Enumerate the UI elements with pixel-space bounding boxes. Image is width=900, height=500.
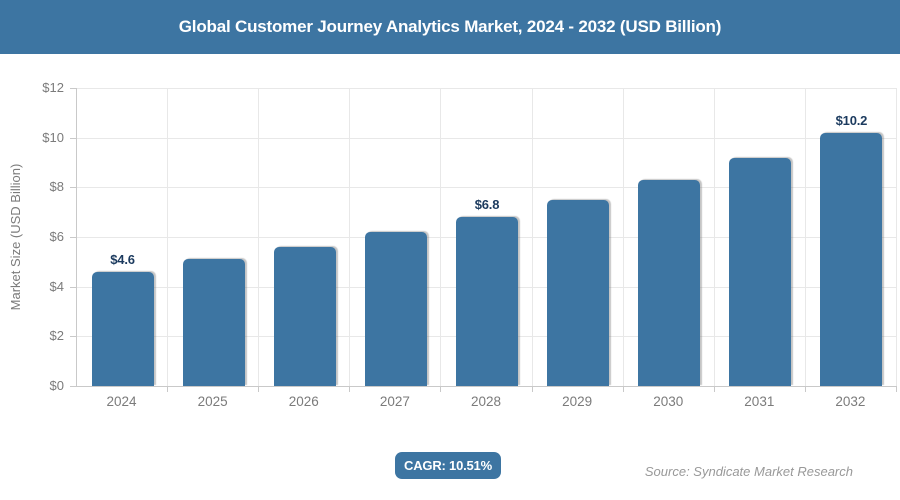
y-tick-mark-8 bbox=[70, 187, 76, 189]
x-tick-label-2026: 2026 bbox=[288, 394, 319, 409]
x-tick-mark-6 bbox=[622, 387, 624, 392]
gridline-horizontal-12 bbox=[77, 88, 897, 89]
bar-2025 bbox=[182, 259, 245, 386]
chart-title-bar: Global Customer Journey Analytics Market… bbox=[0, 0, 900, 54]
gridline-vertical-4 bbox=[440, 88, 442, 386]
gridline-vertical-5 bbox=[531, 88, 533, 386]
bar-value-label-2032: $10.2 bbox=[835, 112, 868, 128]
y-tick-mark-10 bbox=[70, 137, 76, 139]
x-tick-mark-9 bbox=[896, 387, 897, 392]
bar-2032 bbox=[820, 132, 883, 386]
y-tick-label-8: $8 bbox=[49, 179, 64, 195]
y-tick-label-6: $6 bbox=[49, 229, 64, 244]
chart-title: Global Customer Journey Analytics Market… bbox=[178, 17, 722, 36]
y-tick-label-4: $4 bbox=[49, 278, 64, 294]
y-tick-label-12: $12 bbox=[42, 80, 64, 95]
x-tick-mark-5 bbox=[531, 387, 533, 392]
y-tick-mark-6 bbox=[70, 237, 76, 238]
x-tick-label-2025: 2025 bbox=[197, 394, 228, 409]
source-text: Source: Syndicate Market Research bbox=[644, 464, 853, 479]
y-tick-mark-12 bbox=[70, 88, 76, 89]
bar-2024 bbox=[91, 271, 154, 386]
x-tick-mark-3 bbox=[349, 387, 351, 392]
bar-2031 bbox=[729, 157, 792, 386]
bar-2029 bbox=[547, 199, 610, 386]
y-tick-mark-4 bbox=[70, 286, 76, 288]
x-tick-mark-8 bbox=[804, 387, 806, 392]
gridline-vertical-2 bbox=[258, 88, 260, 386]
y-tick-label-2: $2 bbox=[49, 328, 64, 344]
y-tick-label-10: $10 bbox=[42, 129, 64, 145]
gridline-vertical-8 bbox=[804, 88, 806, 386]
x-tick-label-2027: 2027 bbox=[379, 394, 410, 409]
x-tick-label-2030: 2030 bbox=[653, 394, 684, 409]
gridline-vertical-9 bbox=[896, 88, 897, 386]
bar-2030 bbox=[638, 179, 701, 386]
gridline-horizontal-10 bbox=[77, 137, 897, 139]
gridline-vertical-1 bbox=[167, 88, 169, 386]
x-tick-label-2024: 2024 bbox=[106, 394, 137, 409]
gridline-vertical-3 bbox=[349, 88, 351, 386]
cagr-badge: CAGR: 10.51% bbox=[395, 452, 501, 479]
x-tick-label-2028: 2028 bbox=[470, 394, 502, 409]
bar-value-label-2024: $4.6 bbox=[110, 251, 135, 267]
x-tick-label-2032: 2032 bbox=[835, 394, 866, 409]
y-tick-mark-0 bbox=[70, 386, 76, 387]
x-tick-mark-4 bbox=[440, 387, 442, 392]
gridline-horizontal-8 bbox=[77, 187, 897, 189]
y-tick-label-0: $0 bbox=[49, 378, 64, 393]
x-tick-mark-7 bbox=[713, 387, 715, 392]
plot-area: $4.6 $6.8 $10.2 bbox=[76, 88, 897, 387]
x-tick-mark-1 bbox=[167, 387, 169, 392]
x-tick-label-2031: 2031 bbox=[744, 394, 775, 409]
bar-2027 bbox=[364, 232, 427, 386]
bar-2028 bbox=[456, 217, 518, 386]
y-tick-mark-2 bbox=[70, 336, 76, 338]
bar-2026 bbox=[273, 246, 336, 386]
bar-value-label-2028: $6.8 bbox=[474, 197, 500, 213]
gridline-vertical-7 bbox=[713, 88, 715, 386]
gridline-vertical-6 bbox=[622, 88, 624, 386]
x-tick-label-2029: 2029 bbox=[562, 394, 593, 409]
x-tick-mark-2 bbox=[258, 387, 260, 392]
